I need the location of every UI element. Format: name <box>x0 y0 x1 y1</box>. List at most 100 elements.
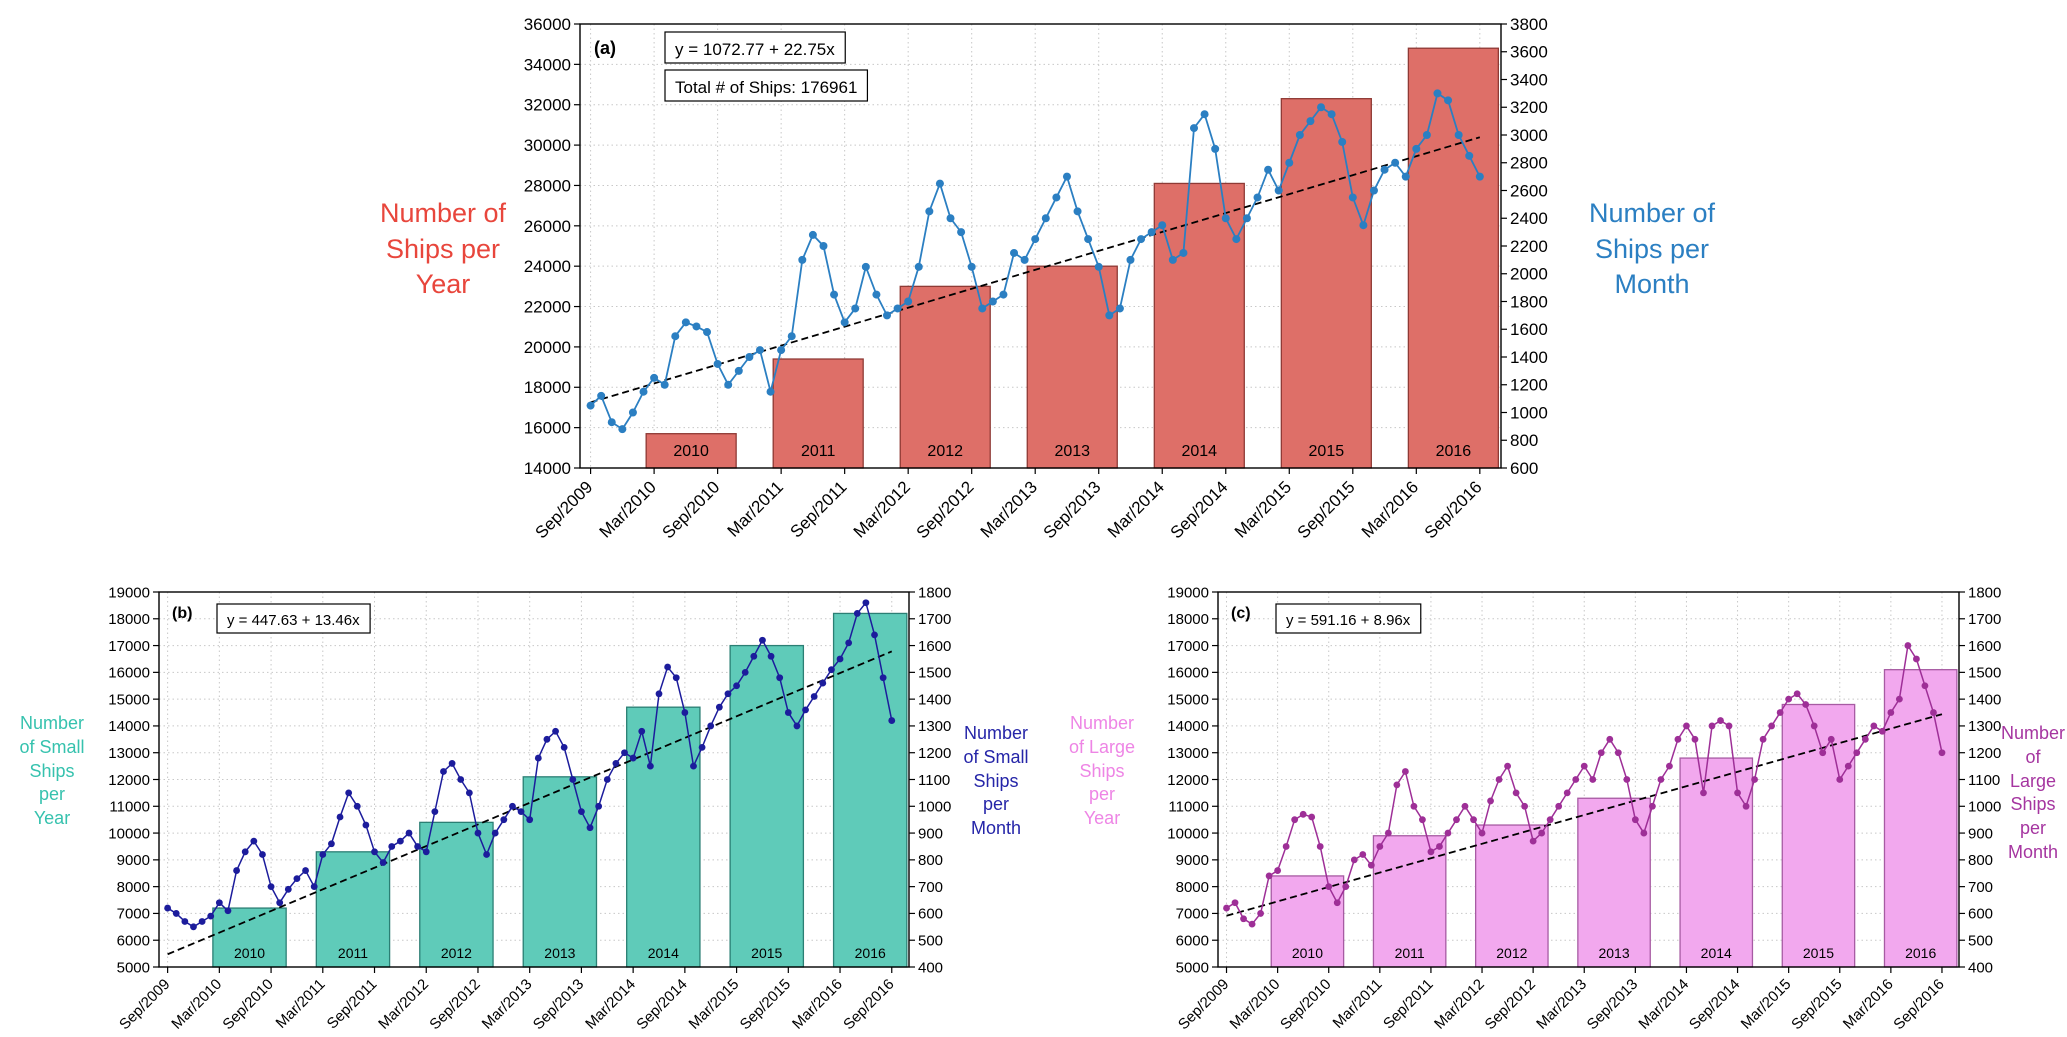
total-ships-label-box <box>664 69 869 102</box>
left-tick-label: 18000 <box>108 611 150 628</box>
right-tick-label: 1500 <box>918 665 951 682</box>
monthly-point <box>1597 749 1605 757</box>
monthly-point <box>836 655 844 663</box>
left-tick-label: 17000 <box>108 638 150 655</box>
monthly-point <box>190 923 197 931</box>
panel-label: (a) <box>594 38 616 58</box>
right-tick-label: 600 <box>1968 906 1993 923</box>
left-tick-label: 12000 <box>1167 772 1209 789</box>
monthly-point <box>310 883 318 891</box>
monthly-point <box>862 599 870 607</box>
left-tick-label: 10000 <box>108 825 150 842</box>
monthly-point <box>879 674 887 682</box>
x-tick-label: Sep/2016 <box>840 976 897 1033</box>
bar-year-label: 2010 <box>1292 945 1323 961</box>
monthly-point <box>1010 248 1019 257</box>
equation-label: y = 447.63 + 13.46x <box>227 612 360 629</box>
bar-2010 <box>212 907 287 968</box>
monthly-point <box>1274 867 1282 874</box>
left-tick-label: 18000 <box>524 378 571 397</box>
monthly-point <box>1691 735 1699 743</box>
right-tick-label: 2800 <box>1510 154 1548 173</box>
left-tick-label: 19000 <box>1167 584 1209 601</box>
monthly-point <box>371 848 378 856</box>
monthly-point <box>1232 235 1241 244</box>
monthly-point <box>1147 228 1156 237</box>
monthly-point <box>597 391 606 400</box>
monthly-point <box>1427 848 1435 856</box>
monthly-point <box>241 848 249 856</box>
monthly-point <box>336 813 344 821</box>
monthly-point <box>745 353 754 361</box>
monthly-point <box>1295 131 1304 139</box>
monthly-point <box>1401 768 1409 775</box>
monthly-point <box>1475 172 1484 181</box>
x-tick-label: Mar/2014 <box>1104 477 1168 541</box>
x-tick-label: Sep/2012 <box>1482 976 1539 1033</box>
right-tick-label: 1200 <box>1968 745 2001 762</box>
monthly-point <box>1725 722 1733 730</box>
left-tick-label: 9000 <box>117 852 150 869</box>
monthly-point <box>1325 883 1333 891</box>
right-tick-label: 600 <box>1510 459 1538 478</box>
x-tick-label: Sep/2014 <box>1686 976 1743 1033</box>
bar-year-label: 2014 <box>1701 945 1732 961</box>
monthly-point <box>1810 722 1818 730</box>
monthly-point <box>646 762 654 770</box>
x-tick-label: Sep/2016 <box>1421 477 1486 542</box>
x-tick-label: Mar/2015 <box>686 976 743 1033</box>
monthly-point <box>1878 727 1886 735</box>
left-tick-label: 15000 <box>108 691 150 708</box>
monthly-point <box>1623 776 1631 783</box>
bar-year-label: 2014 <box>648 945 679 961</box>
left-tick-label: 16000 <box>1167 665 1209 682</box>
monthly-point <box>491 829 499 837</box>
monthly-point <box>715 703 723 711</box>
bar-2014 <box>1153 182 1245 469</box>
monthly-point <box>1317 103 1326 112</box>
left-tick-label: 24000 <box>524 257 571 276</box>
monthly-point <box>1158 221 1167 230</box>
x-tick-label: Mar/2013 <box>479 976 536 1033</box>
x-tick-label: Sep/2012 <box>426 976 483 1033</box>
right-tick-label: 1000 <box>1968 799 2001 816</box>
bar-year-label: 2013 <box>1054 443 1090 460</box>
monthly-point <box>457 776 465 783</box>
x-tick-label: Mar/2015 <box>1738 976 1795 1033</box>
bar-2013 <box>522 776 598 968</box>
monthly-point <box>586 401 595 410</box>
bar-year-label: 2015 <box>1309 443 1345 460</box>
monthly-point <box>1844 762 1852 770</box>
monthly-point <box>267 883 275 891</box>
bar-year-label: 2015 <box>1803 945 1834 961</box>
bar-2013 <box>1026 265 1118 469</box>
monthly-point <box>414 843 422 850</box>
x-tick-label: Mar/2011 <box>273 976 329 1032</box>
left-tick-label: 11000 <box>1168 799 1209 816</box>
monthly-point <box>207 912 215 920</box>
monthly-point <box>1342 883 1350 891</box>
monthly-point <box>431 808 439 816</box>
monthly-point <box>1391 158 1400 167</box>
monthly-point <box>607 418 616 427</box>
monthly-point <box>1666 762 1673 770</box>
monthly-point <box>1742 802 1750 810</box>
left-tick-label: 20000 <box>524 338 571 357</box>
monthly-point <box>1785 695 1793 703</box>
monthly-point <box>1380 165 1389 174</box>
x-tick-label: Sep/2011 <box>324 976 381 1033</box>
monthly-point <box>328 840 335 848</box>
left-tick-label: 14000 <box>108 718 150 735</box>
monthly-point <box>1031 235 1040 244</box>
monthly-point <box>1521 802 1529 810</box>
monthly-point <box>628 408 637 417</box>
monthly-point <box>681 709 689 716</box>
x-tick-label: Mar/2016 <box>789 976 846 1033</box>
right-tick-label: 1800 <box>918 584 951 601</box>
monthly-point <box>999 290 1008 299</box>
left-tick-label: 16000 <box>108 665 150 682</box>
monthly-point <box>1895 695 1903 703</box>
axis-label-large-ships-per-year: Number of Large Ships per Year <box>1068 713 1136 828</box>
right-tick-label: 1600 <box>1510 320 1548 339</box>
right-tick-label: 3400 <box>1510 70 1548 89</box>
